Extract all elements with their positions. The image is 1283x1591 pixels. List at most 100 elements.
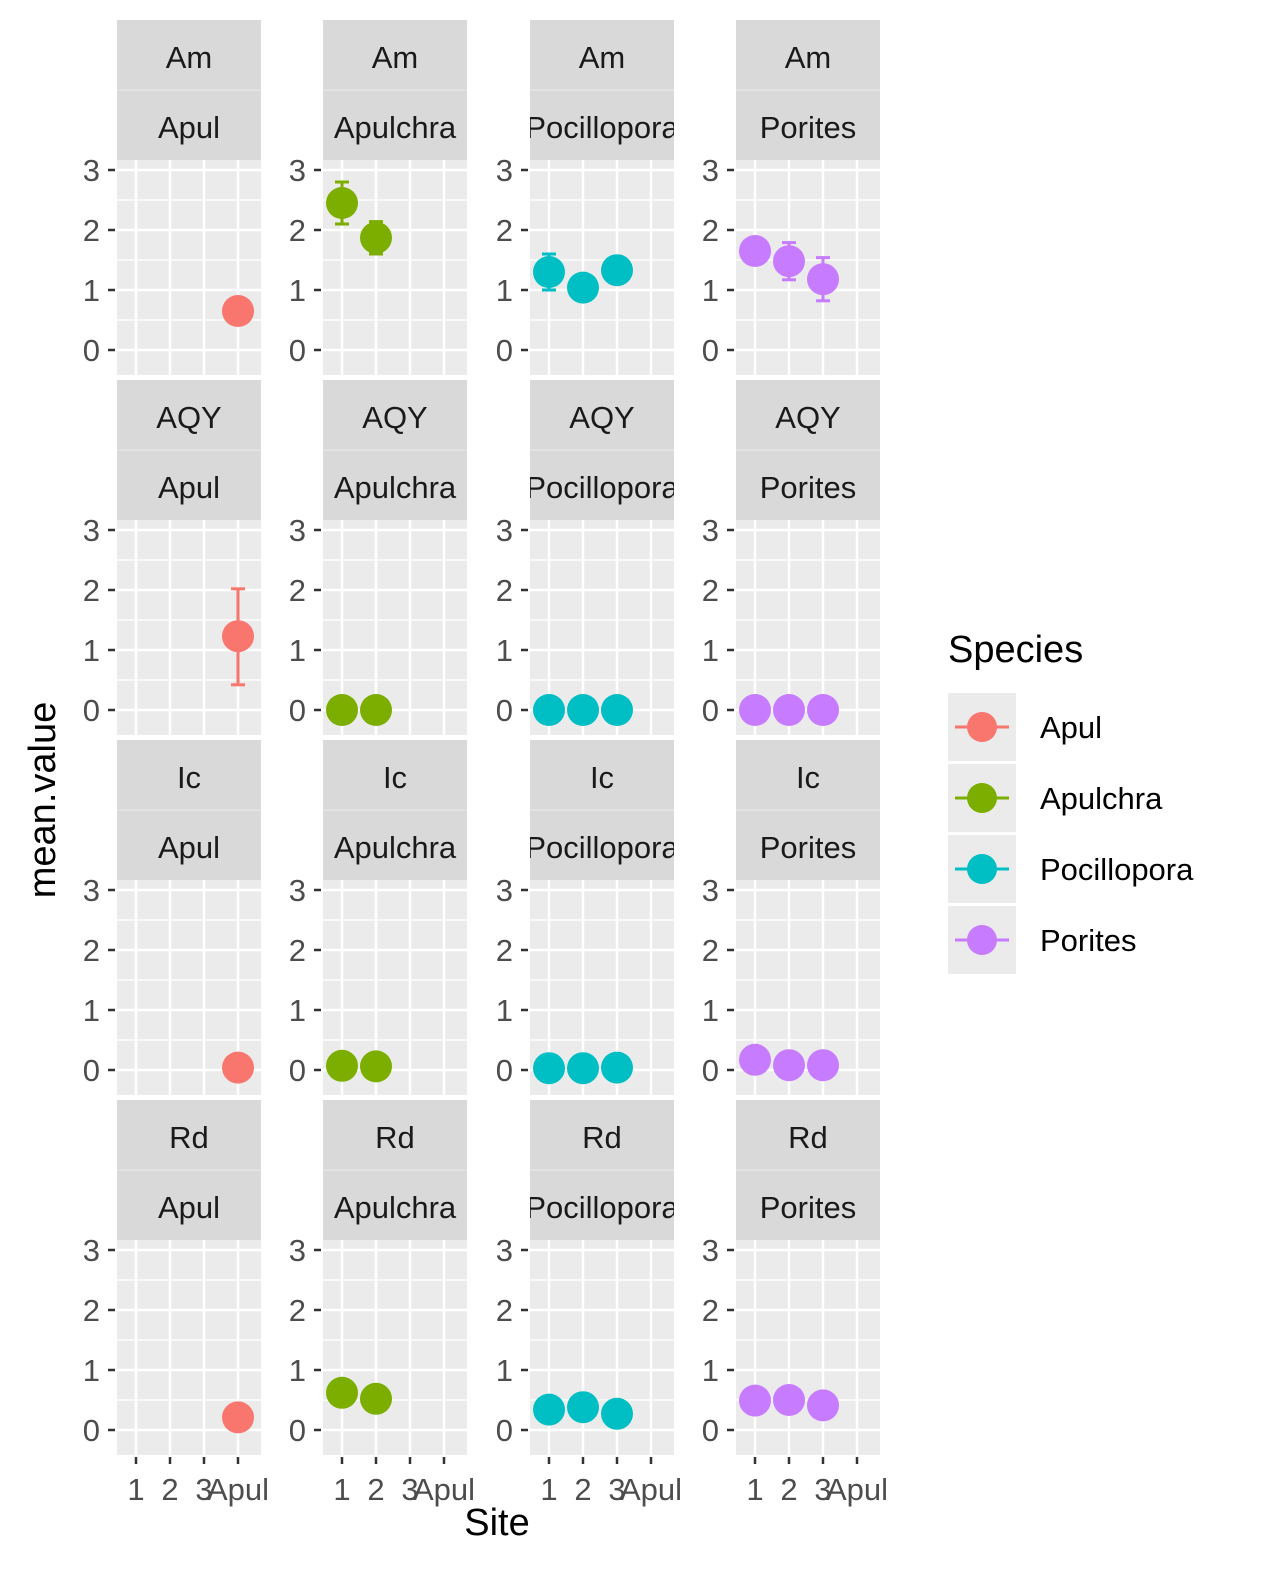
y-tick-label: 3 (289, 513, 306, 548)
y-tick-label: 2 (702, 933, 719, 968)
facet-panel: Ic Apulchra 0 1 2 3 (289, 740, 467, 1095)
facet-strip (530, 810, 674, 880)
y-tick-label: 0 (702, 1413, 719, 1448)
facet-strip (530, 380, 674, 450)
y-tick-label: 1 (496, 633, 513, 668)
legend-key: Pocillopora (948, 835, 1194, 903)
data-point (567, 271, 599, 304)
facet-strip (323, 1100, 467, 1170)
data-point (567, 694, 599, 726)
y-tick-label: 3 (83, 1233, 100, 1268)
y-tick-label: 2 (496, 1293, 513, 1328)
y-tick-label: 3 (702, 153, 719, 188)
facet-panel: Am Apulchra 0 1 2 3 (289, 20, 467, 375)
facet-strip (323, 380, 467, 450)
y-tick-label: 1 (289, 633, 306, 668)
x-tick-label: 3 (608, 1472, 625, 1507)
x-tick-label: 3 (814, 1472, 831, 1507)
data-point (533, 256, 565, 288)
y-tick-label: 1 (83, 993, 100, 1028)
facet-strip (117, 450, 261, 520)
facet-strip (530, 20, 674, 90)
facet-strip (736, 380, 880, 450)
facet-strip (323, 740, 467, 810)
x-tick-label: 2 (367, 1472, 384, 1507)
y-tick-label: 1 (289, 273, 306, 308)
facet-strip (117, 740, 261, 810)
data-point (601, 254, 633, 287)
facet-row-label: AQY (775, 400, 840, 435)
data-point (222, 1401, 254, 1434)
facet-strip (736, 740, 880, 810)
data-point (326, 1376, 358, 1409)
data-point (360, 1382, 392, 1415)
facet-strip (736, 20, 880, 90)
facet-strip (323, 1170, 467, 1240)
facet-col-label: Apulchra (334, 470, 457, 505)
facet-col-label: Pocillopora (525, 830, 679, 865)
x-tick-label: Apul (207, 1472, 269, 1507)
data-point (601, 694, 633, 726)
legend-key-point (967, 925, 997, 955)
y-tick-label: 3 (496, 1233, 513, 1268)
facet-col-label: Apulchra (334, 1190, 457, 1225)
facet-strip (323, 810, 467, 880)
data-point (773, 245, 805, 278)
y-tick-label: 0 (496, 693, 513, 728)
y-tick-label: 3 (496, 873, 513, 908)
data-point (567, 1052, 599, 1085)
y-tick-label: 1 (496, 993, 513, 1028)
data-point (360, 694, 392, 726)
y-tick-label: 0 (83, 1053, 100, 1088)
facet-row-label: AQY (362, 400, 427, 435)
facet-col-label: Apul (158, 470, 220, 505)
facet-panel: AQY Apul 0 1 2 3 (83, 380, 261, 735)
facet-col-label: Porites (760, 110, 856, 145)
facet-col-label: Apulchra (334, 110, 457, 145)
y-tick-label: 1 (702, 1353, 719, 1388)
y-tick-label: 3 (289, 873, 306, 908)
legend: Species Apul Apulchra Pocillopora Porites (948, 629, 1194, 974)
y-tick-label: 0 (702, 693, 719, 728)
facet-col-label: Pocillopora (525, 470, 679, 505)
y-tick-label: 2 (83, 573, 100, 608)
facet-panel: Ic Porites 0 1 2 3 (702, 740, 880, 1095)
facet-panel: Ic Pocillopora 0 1 2 3 (496, 740, 679, 1095)
facet-col-label: Pocillopora (525, 1190, 679, 1225)
legend-label: Apulchra (1040, 781, 1163, 816)
y-tick-label: 0 (496, 333, 513, 368)
y-tick-label: 0 (289, 1413, 306, 1448)
y-tick-label: 1 (702, 273, 719, 308)
y-tick-label: 0 (289, 333, 306, 368)
facet-panel: Ic Apul 0 1 2 3 (83, 740, 261, 1095)
facet-strip (117, 90, 261, 160)
x-tick-label: Apul (826, 1472, 888, 1507)
panels-layer: AmApul0123AmApulchra0123AmPocillopora012… (83, 20, 888, 1507)
data-point (773, 1049, 805, 1082)
x-tick-label: 1 (333, 1472, 350, 1507)
y-tick-label: 1 (83, 633, 100, 668)
facet-col-label: Porites (760, 470, 856, 505)
data-point (773, 694, 805, 726)
data-point (533, 694, 565, 726)
facet-strip (736, 810, 880, 880)
facet-strip (117, 1100, 261, 1170)
y-tick-label: 1 (83, 1353, 100, 1388)
y-tick-label: 1 (289, 1353, 306, 1388)
facet-strip (323, 450, 467, 520)
y-tick-label: 3 (289, 153, 306, 188)
facet-strip (530, 90, 674, 160)
data-point (739, 694, 771, 726)
facet-strip (530, 450, 674, 520)
facet-row-label: Ic (590, 760, 614, 795)
y-tick-label: 2 (83, 1293, 100, 1328)
facet-row-label: Ic (796, 760, 820, 795)
facet-strip (736, 450, 880, 520)
y-tick-label: 2 (83, 213, 100, 248)
y-tick-label: 2 (702, 213, 719, 248)
data-point (739, 1043, 771, 1076)
y-tick-label: 2 (289, 933, 306, 968)
y-tick-label: 3 (83, 513, 100, 548)
